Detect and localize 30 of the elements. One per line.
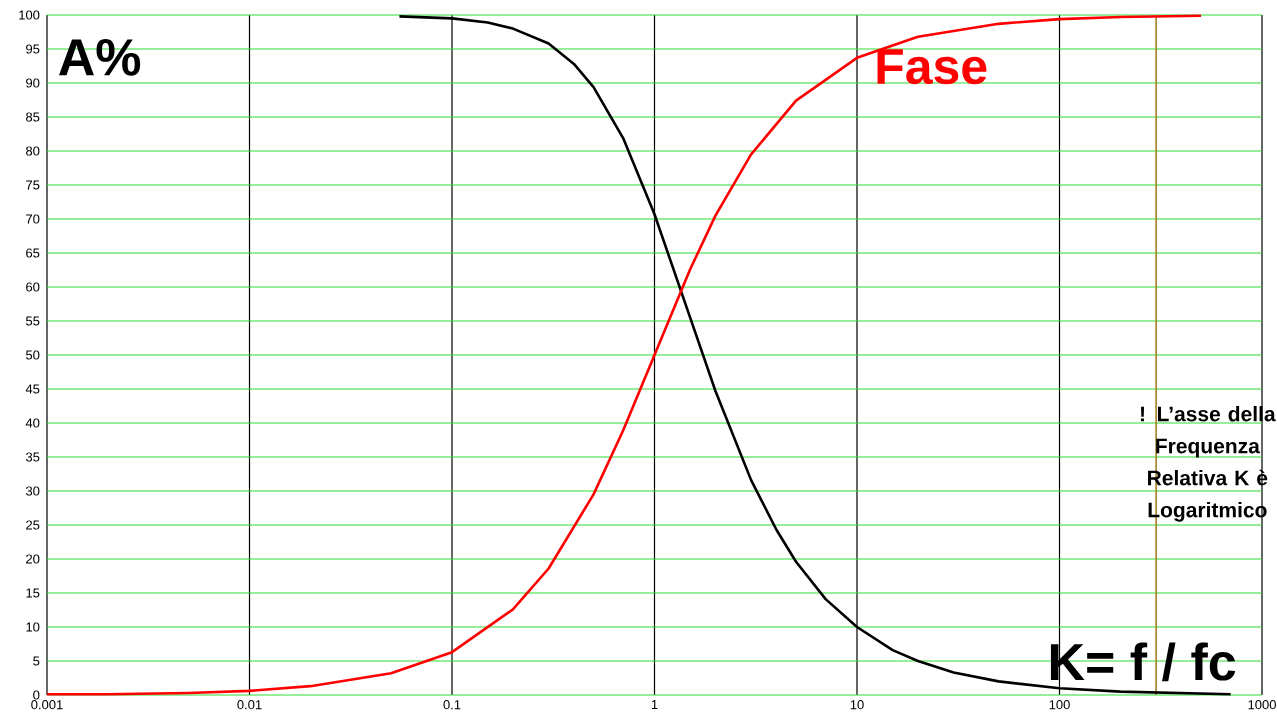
x-tick-label: 10 (850, 700, 864, 710)
y-tick-label: 100 (19, 10, 40, 20)
y-tick-label: 75 (26, 180, 40, 190)
y-tick-label: 70 (26, 214, 40, 224)
y-tick-label: 15 (26, 588, 40, 598)
y-tick-label: 35 (25, 452, 40, 462)
y-tick-label: 90 (26, 78, 40, 88)
y-tick-label: 25 (26, 520, 40, 530)
y-tick-label: 65 (26, 248, 40, 258)
y-tick-label: 60 (26, 282, 40, 292)
x-tick-label: 1 (651, 700, 658, 710)
y-tick-label: 45 (25, 384, 40, 394)
x-tick-label: 100 (1049, 700, 1070, 710)
x-tick-label: 1000 (1248, 700, 1276, 710)
y-tick-label: 95 (26, 44, 40, 54)
y-tick-label: 50 (26, 350, 40, 360)
x-tick-label: 0.01 (237, 700, 262, 710)
y-tick-label: 5 (33, 656, 40, 666)
y-axis-title: A% (59, 39, 141, 76)
y-tick-label: 80 (26, 146, 40, 156)
x-tick-label: 0.001 (31, 700, 63, 710)
y-tick-label: 40 (25, 418, 40, 428)
y-tick-label: 10 (26, 622, 40, 632)
x-tick-label: 0.1 (443, 700, 461, 710)
y-tick-label: 30 (25, 486, 40, 496)
y-tick-label: 85 (26, 112, 40, 122)
y-tick-label: 20 (26, 554, 40, 564)
series-label: Fase (877, 49, 987, 85)
y-tick-label: 55 (26, 316, 40, 326)
y-tick-label: 0 (33, 690, 40, 700)
